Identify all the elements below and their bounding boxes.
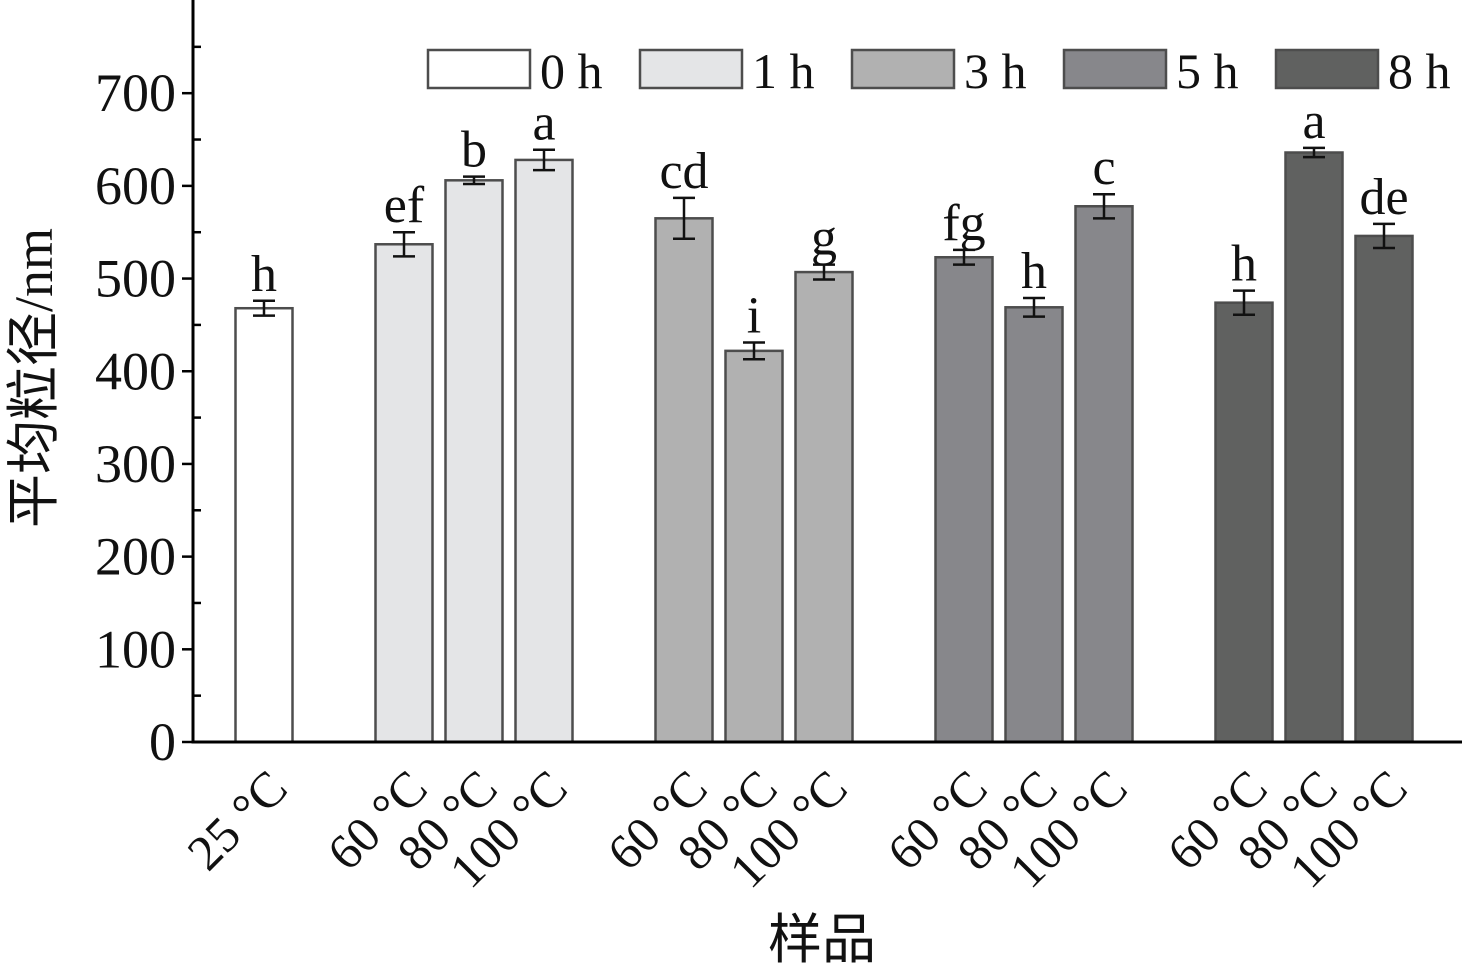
significance-letter-5h-80c: h (1021, 243, 1047, 300)
error-bar-5h-80c (1023, 296, 1045, 318)
significance-letter-1h-60c: ef (384, 177, 425, 234)
y-axis-title: 平均粒径/nm (4, 228, 64, 528)
error-bar-5h-100c (1093, 192, 1115, 220)
y-tick-label-100: 100 (95, 619, 176, 679)
legend-label-3h: 3 h (964, 43, 1027, 99)
bar-5h-100c (1074, 205, 1134, 744)
x-tick-label-0h-25c: 25 °C (176, 759, 298, 881)
bar-8h-60c (1214, 301, 1274, 744)
bar-1h-60c (374, 243, 434, 744)
y-tick-label-400: 400 (95, 341, 176, 401)
error-bar-8h-80c (1303, 146, 1325, 159)
legend-swatch-5h (1062, 48, 1168, 90)
error-bar-8h-100c (1373, 222, 1395, 250)
error-bar-3h-80c (743, 341, 765, 361)
bar-5h-60c (934, 255, 994, 744)
legend-label-8h: 8 h (1388, 43, 1451, 99)
error-bar-1h-100c (533, 148, 555, 172)
legend-swatch-8h (1274, 48, 1380, 90)
legend-swatch-1h (638, 48, 744, 90)
y-tick-label-0: 0 (149, 712, 176, 772)
y-tick-label-500: 500 (95, 249, 176, 309)
legend-label-5h: 5 h (1176, 43, 1239, 99)
significance-letter-8h-100c: de (1359, 169, 1408, 226)
y-tick-label-700: 700 (95, 63, 176, 123)
legend-item-8h: 8 h (1274, 43, 1451, 99)
error-bar-0h-25c (253, 299, 275, 317)
error-bar-1h-60c (393, 230, 415, 258)
bar-3h-100c (794, 270, 854, 744)
error-bar-3h-100c (813, 263, 835, 281)
significance-letter-8h-80c: a (1302, 93, 1325, 150)
legend-item-0h: 0 h (426, 43, 603, 99)
y-tick-label-200: 200 (95, 527, 176, 587)
error-bar-1h-80c (463, 175, 485, 186)
legend-item-1h: 1 h (638, 43, 815, 99)
significance-letter-8h-60c: h (1231, 236, 1257, 293)
significance-letter-3h-80c: i (747, 288, 761, 345)
significance-letter-5h-60c: fg (942, 195, 985, 252)
legend: 0 h 1 h 3 h 5 h 8 h (426, 43, 1451, 99)
significance-letter-3h-100c: g (811, 210, 837, 267)
bar-1h-80c (444, 179, 504, 744)
significance-letter-3h-60c: cd (659, 143, 708, 200)
significance-letter-1h-80c: b (461, 122, 487, 179)
legend-item-3h: 3 h (850, 43, 1027, 99)
bar-8h-80c (1284, 151, 1344, 744)
error-bar-5h-60c (953, 248, 975, 266)
legend-swatch-0h (426, 48, 532, 90)
y-tick-label-300: 300 (95, 434, 176, 494)
y-axis-ticks: 0 100 200 300 400 500 600 700 (95, 45, 201, 772)
bar-0h-25c (234, 306, 294, 744)
legend-label-1h: 1 h (752, 43, 815, 99)
bar-3h-80c (724, 349, 784, 744)
legend-swatch-3h (850, 48, 956, 90)
significance-letter-1h-100c: a (532, 95, 555, 152)
legend-label-0h: 0 h (540, 43, 603, 99)
legend-item-5h: 5 h (1062, 43, 1239, 99)
error-bars (253, 146, 1395, 361)
error-bar-8h-60c (1233, 289, 1255, 316)
bar-1h-100c (514, 158, 574, 744)
significance-letter-5h-100c: c (1092, 139, 1115, 196)
bar-5h-80c (1004, 306, 1064, 744)
bar-3h-60c (654, 217, 714, 744)
y-tick-label-600: 600 (95, 156, 176, 216)
bar-8h-100c (1354, 234, 1414, 744)
significance-letter-0h-25c: h (251, 246, 277, 303)
x-axis-title: 样品 (768, 910, 876, 969)
error-bar-3h-60c (673, 196, 695, 240)
